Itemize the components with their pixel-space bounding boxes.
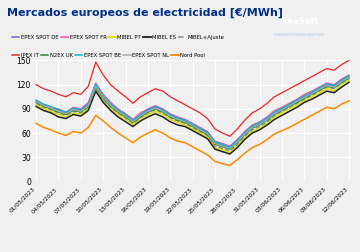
Legend: EPEX SPOT DE, EPEX SPOT FR, MIBEL PT, MIBEL ES, MIBEL+Ajuste: EPEX SPOT DE, EPEX SPOT FR, MIBEL PT, MI… <box>10 33 226 42</box>
Text: ENERGY FORECASTING: ENERGY FORECASTING <box>274 33 324 37</box>
Text: AleaSoft: AleaSoft <box>279 17 319 26</box>
Text: Mercados europeos de electricidad [€/MWh]: Mercados europeos de electricidad [€/MWh… <box>7 8 283 18</box>
Legend: IPEX IT, N2EX UK, EPEX SPOT BE, EPEX SPOT NL, Nord Pool: IPEX IT, N2EX UK, EPEX SPOT BE, EPEX SPO… <box>10 50 207 60</box>
